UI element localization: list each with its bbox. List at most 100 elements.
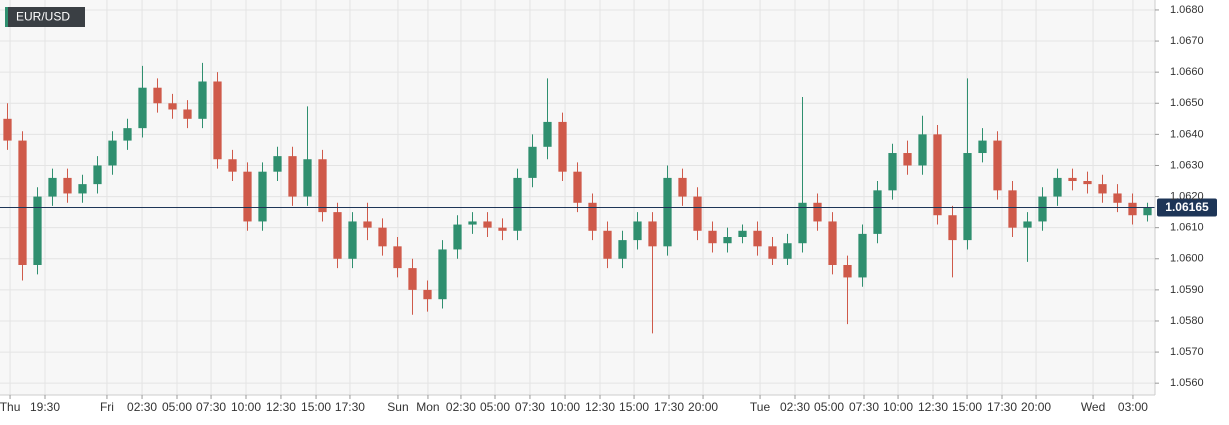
candle-body [33, 196, 42, 265]
x-tick-label: 15:00 [952, 400, 982, 414]
x-tick-label: Mon [416, 400, 439, 414]
candle-body [303, 159, 312, 197]
candle-body [423, 289, 432, 300]
x-tick-label: Tue [750, 400, 771, 414]
candle-body [903, 153, 912, 166]
x-tick-label: 12:30 [585, 400, 615, 414]
x-tick-label: 02:30 [127, 400, 157, 414]
candle-body [198, 81, 207, 119]
x-tick-label: Fri [100, 400, 114, 414]
y-tick-label: 1.0590 [1170, 284, 1204, 296]
x-tick-label: 10:00 [883, 400, 913, 414]
candle-body [888, 153, 897, 191]
candle-body [378, 227, 387, 247]
candle-body [123, 128, 132, 141]
candle-body [48, 177, 57, 197]
x-tick-label: 03:00 [1118, 400, 1148, 414]
candle-body [558, 121, 567, 172]
candle-body [363, 221, 372, 228]
y-tick-label: 1.0570 [1170, 346, 1204, 358]
candle-body [1068, 177, 1077, 182]
candle-body [453, 224, 462, 250]
candle-body [723, 237, 732, 244]
candle-body [948, 215, 957, 241]
x-tick-label: 05:00 [814, 400, 844, 414]
candle-body [1053, 177, 1062, 197]
candle-body [108, 140, 117, 166]
candle-body [753, 230, 762, 247]
candle-body [828, 221, 837, 265]
x-tick-label: 17:30 [987, 400, 1017, 414]
candle-body [243, 171, 252, 222]
candle-body [318, 159, 327, 213]
candle-body [93, 165, 102, 185]
x-tick-label: 10:00 [231, 400, 261, 414]
candle-body [1008, 190, 1017, 228]
candle-body [18, 140, 27, 265]
y-tick-label: 1.0670 [1170, 35, 1204, 47]
candle-body [843, 264, 852, 278]
candle-body [873, 190, 882, 234]
candle-body [333, 212, 342, 259]
candle-body [348, 221, 357, 259]
y-tick-label: 1.0580 [1170, 315, 1204, 327]
candle-body [918, 134, 927, 166]
candle-body [438, 249, 447, 300]
candle-body [573, 171, 582, 203]
candle-body [633, 221, 642, 241]
y-tick-label: 1.0620 [1170, 190, 1204, 202]
candle-body [288, 156, 297, 197]
candle-body [1098, 184, 1107, 194]
candle-body [768, 246, 777, 259]
y-tick-label: 1.0680 [1170, 4, 1204, 16]
candle-body [618, 240, 627, 259]
candle-body [708, 230, 717, 244]
candles [3, 62, 1152, 334]
title-accent [5, 7, 8, 27]
x-tick-label: Wed [1081, 400, 1105, 414]
price-label-box [1157, 198, 1217, 217]
x-tick-label: 12:30 [918, 400, 948, 414]
x-tick-label: 17:30 [335, 400, 365, 414]
candle-body [1143, 207, 1152, 216]
grid [0, 0, 1155, 395]
candle-body [183, 109, 192, 119]
candle-body [783, 243, 792, 259]
candle-body [213, 81, 222, 160]
x-tick-label: 02:30 [446, 400, 476, 414]
title-box [5, 7, 85, 27]
candle-body [153, 87, 162, 104]
candle-body [408, 268, 417, 290]
candle-body [798, 202, 807, 244]
x-tick-label: 07:30 [196, 400, 226, 414]
y-tick-label: 1.0660 [1170, 66, 1204, 78]
candle-body [1083, 181, 1092, 185]
candle-body [1038, 196, 1047, 222]
candle-body [993, 140, 1002, 191]
candle-body [138, 87, 147, 129]
price-label: 1.06165 [1165, 200, 1209, 214]
chart-title: EUR/USD [16, 10, 70, 24]
candle-body [1128, 202, 1137, 216]
x-tick-label: Thu [0, 400, 20, 414]
candle-body [228, 159, 237, 172]
candle-body [738, 230, 747, 237]
candle-body [648, 221, 657, 247]
candle-body [978, 140, 987, 154]
x-tick-label: 12:30 [266, 400, 296, 414]
x-tick-label: 19:30 [30, 400, 60, 414]
x-tick-label: Sun [387, 400, 408, 414]
y-tick-label: 1.0560 [1170, 377, 1204, 389]
candle-body [588, 202, 597, 231]
candle-body [603, 230, 612, 259]
candle-body [813, 202, 822, 222]
x-tick-label: 15:00 [619, 400, 649, 414]
y-tick-label: 1.0600 [1170, 253, 1204, 265]
y-tick-label: 1.0630 [1170, 159, 1204, 171]
x-tick-label: 07:30 [515, 400, 545, 414]
candle-body [393, 246, 402, 269]
x-tick-label: 20:00 [688, 400, 718, 414]
candle-body [678, 177, 687, 197]
x-tick-label: 05:00 [480, 400, 510, 414]
